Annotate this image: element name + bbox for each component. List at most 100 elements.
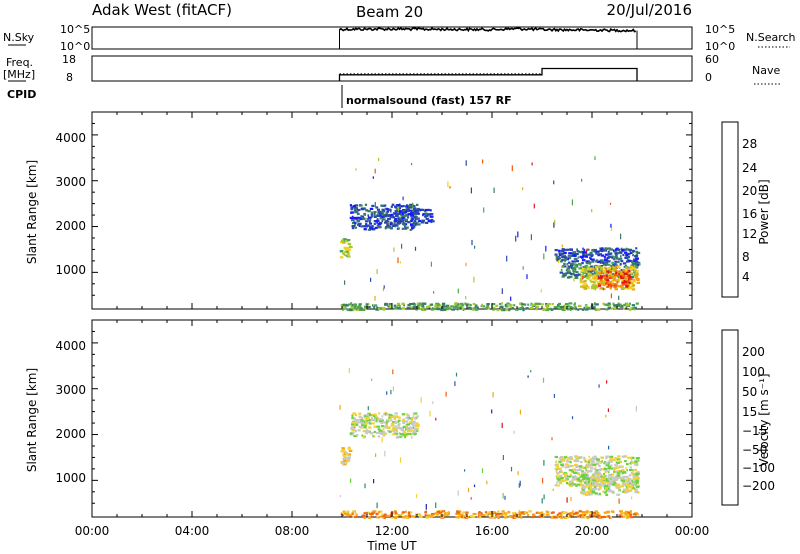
power-cell: [474, 305, 478, 308]
velocity-echo: [376, 502, 378, 509]
power-cell: [602, 281, 606, 284]
velocity-cell: [383, 513, 387, 516]
power-cell: [401, 219, 403, 222]
velocity-cell: [585, 465, 589, 468]
velocity-cell: [366, 428, 368, 431]
velocity-cell: [393, 429, 395, 432]
power-echo: [610, 223, 612, 228]
power-cell: [369, 225, 373, 228]
velocity-cell: [592, 490, 596, 493]
velocity-cell: [392, 421, 396, 424]
power-cell: [378, 226, 382, 229]
power-cell: [629, 276, 634, 279]
power-echo: [374, 168, 376, 174]
power-cell: [368, 221, 371, 224]
velocity-cell: [389, 419, 393, 422]
power-cell: [596, 285, 599, 289]
power-cell: [603, 256, 606, 259]
velocity-cell: [577, 471, 580, 474]
velocity-cell: [583, 458, 587, 461]
power-cell: [486, 304, 490, 307]
power-cell: [563, 304, 566, 307]
power-echo: [465, 296, 467, 300]
velocity-cell: [586, 483, 590, 487]
power-cell: [414, 223, 417, 227]
power-cell: [623, 279, 627, 283]
power-cell: [567, 257, 572, 260]
power-cell: [616, 261, 620, 264]
velocity-cell: [569, 460, 572, 463]
power-cell: [634, 261, 639, 264]
velocity-cell: [537, 515, 540, 518]
velocity-cell: [370, 418, 374, 422]
velocity-data: [339, 368, 640, 520]
velocity-cell: [597, 476, 600, 479]
velocity-cell: [406, 432, 410, 436]
velocity-cell: [406, 427, 409, 430]
xtick-2400: 00:00: [675, 524, 710, 538]
velocity-cell: [386, 514, 391, 517]
power-cell: [401, 217, 405, 220]
power-cell: [531, 303, 535, 306]
velocity-cell: [478, 511, 481, 514]
power-cell: [570, 305, 572, 309]
velocity-cell: [606, 511, 610, 514]
power-cell: [636, 263, 640, 267]
velocity-echo: [631, 457, 633, 462]
power-cell: [547, 303, 551, 306]
power-cell: [605, 273, 608, 276]
power-cell: [551, 303, 554, 306]
power-cell: [594, 288, 597, 291]
velocity-cell: [616, 472, 620, 475]
velocity-cell: [589, 482, 594, 485]
power-cell: [398, 207, 401, 210]
power-cell: [566, 308, 569, 311]
velocity-cell: [627, 489, 632, 492]
power-cell: [340, 240, 343, 244]
power-cell: [632, 262, 634, 265]
power-cell: [602, 287, 606, 291]
velocity-cell: [388, 416, 391, 419]
velocity-cell: [346, 458, 351, 461]
power-cell: [615, 274, 620, 278]
velocity-cell: [444, 511, 448, 515]
power-cell: [629, 268, 633, 271]
velocity-cell: [410, 423, 414, 426]
power-cell: [436, 308, 441, 311]
power-cell: [615, 261, 617, 264]
freq-label-line1: Freq.: [6, 56, 33, 69]
power-echo: [374, 295, 376, 301]
power-echo: [397, 207, 399, 212]
velocity-cell: [571, 478, 576, 481]
power-echo: [383, 285, 385, 289]
power-cell: [612, 249, 615, 252]
velocity-cell: [409, 426, 413, 429]
power-cell: [387, 305, 390, 308]
velocity-echo: [631, 496, 633, 500]
power-cell: [626, 248, 630, 251]
power-echo: [545, 245, 547, 252]
power-cell: [614, 275, 618, 278]
velocity-cell: [600, 468, 605, 471]
power-cell: [410, 223, 414, 226]
power-cell: [402, 205, 405, 208]
velocity-cell: [343, 451, 347, 454]
power-cell: [412, 225, 416, 228]
velocity-cell: [401, 511, 406, 514]
velocity-cell: [621, 472, 624, 475]
velocity-cell: [603, 473, 606, 476]
velocity-cell: [556, 513, 559, 516]
velocity-cell: [513, 512, 516, 515]
power-cell: [589, 258, 592, 261]
velocity-cell: [591, 480, 594, 483]
velocity-cell: [434, 512, 438, 515]
velocity-cell: [595, 479, 599, 482]
velocity-cell: [567, 475, 571, 478]
velocity-cell: [396, 426, 401, 429]
velocity-cell: [408, 421, 412, 424]
velocity-echo: [502, 493, 504, 499]
velocity-cell: [580, 461, 583, 464]
power-cell: [630, 281, 633, 284]
velocity-cell: [576, 483, 580, 486]
velocity-cell: [572, 483, 576, 486]
